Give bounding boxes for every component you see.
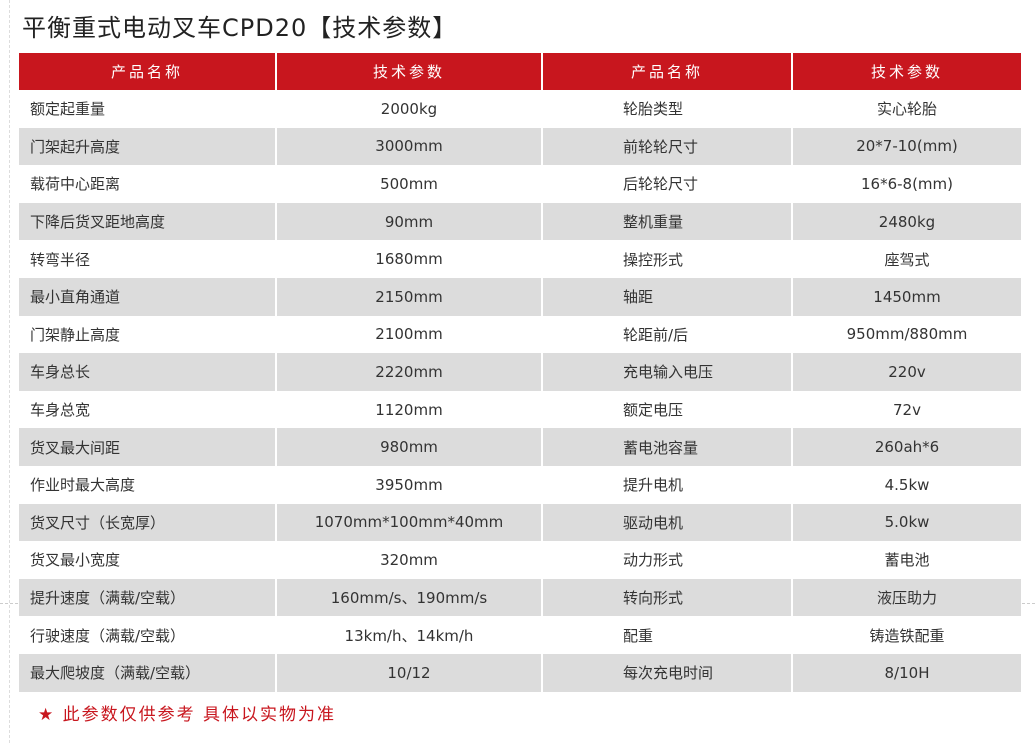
param-name: 轮距前/后 bbox=[543, 315, 793, 354]
param-value: 2220mm bbox=[277, 353, 543, 391]
param-name: 蓄电池容量 bbox=[543, 428, 793, 466]
param-name: 最大爬坡度（满载/空载） bbox=[19, 653, 277, 692]
param-name: 转向形式 bbox=[543, 578, 793, 617]
param-value: 220v bbox=[888, 362, 926, 381]
table-row: 车身总宽 1120mm 额定电压 72v bbox=[19, 390, 1021, 429]
param-name: 货叉最大间距 bbox=[19, 428, 277, 466]
param-value: 72v bbox=[893, 400, 921, 419]
param-value: 1120mm bbox=[277, 390, 543, 429]
param-value: 2100mm bbox=[277, 315, 543, 354]
param-name: 整机重量 bbox=[543, 202, 793, 241]
param-value: 蓄电池 bbox=[884, 551, 930, 570]
param-name: 轴距 bbox=[543, 277, 793, 316]
param-value: 4.5kw bbox=[884, 475, 930, 494]
param-value: 实心轮胎 bbox=[876, 100, 937, 119]
param-name: 车身总宽 bbox=[19, 390, 277, 429]
guide-line-vertical bbox=[9, 0, 10, 743]
table-body: 额定起重量 2000kg 轮胎类型 实心轮胎门架起升高度 3000mm 前轮轮尺寸 20*7… bbox=[19, 90, 1021, 692]
param-name: 额定电压 bbox=[543, 390, 793, 429]
param-name: 最小直角通道 bbox=[19, 277, 277, 316]
param-value: 8/10H bbox=[884, 663, 930, 682]
param-name: 配重 bbox=[543, 616, 793, 654]
param-name: 行驶速度（满载/空载） bbox=[19, 616, 277, 654]
param-value: 500mm bbox=[277, 165, 543, 203]
param-name: 转弯半径 bbox=[19, 240, 277, 278]
header-tech-params: 技术参数 bbox=[277, 53, 543, 90]
param-name: 每次充电时间 bbox=[543, 653, 793, 692]
param-name: 操控形式 bbox=[543, 240, 793, 278]
table-header: 产品名称 技术参数 产品名称 技术参数 bbox=[19, 53, 1021, 90]
param-value: 320mm bbox=[277, 541, 543, 579]
param-value: 液压助力 bbox=[876, 589, 937, 608]
table-row: 货叉最小宽度 320mm 动力形式 蓄电池 bbox=[19, 541, 1021, 579]
param-value: 13km/h、14km/h bbox=[277, 616, 543, 654]
param-value: 2480kg bbox=[878, 212, 936, 231]
disclaimer-note: ★ 此参数仅供参考 具体以实物为准 bbox=[38, 700, 336, 725]
param-value: 1450mm bbox=[873, 287, 941, 306]
param-name: 作业时最大高度 bbox=[19, 465, 277, 504]
header-product-name: 产品名称 bbox=[19, 53, 277, 90]
param-name: 货叉尺寸（长宽厚） bbox=[19, 503, 277, 542]
param-value: 1680mm bbox=[277, 240, 543, 278]
param-value: 16*6-8(mm) bbox=[860, 174, 953, 193]
table-row: 载荷中心距离 500mm 后轮轮尺寸 16*6-8(mm) bbox=[19, 165, 1021, 203]
param-value: 160mm/s、190mm/s bbox=[277, 578, 543, 617]
table-row: 门架静止高度 2100mm 轮距前/后 950mm/880mm bbox=[19, 315, 1021, 354]
table-row: 货叉尺寸（长宽厚） 1070mm*100mm*40mm 驱动电机 5.0kw bbox=[19, 503, 1021, 542]
param-name: 动力形式 bbox=[543, 541, 793, 579]
param-value: 座驾式 bbox=[884, 250, 930, 269]
table-row: 转弯半径 1680mm 操控形式 座驾式 bbox=[19, 240, 1021, 278]
param-name: 前轮轮尺寸 bbox=[543, 127, 793, 166]
param-value: 10/12 bbox=[277, 653, 543, 692]
header-tech-params-2: 技术参数 bbox=[870, 63, 943, 81]
param-name: 车身总长 bbox=[19, 353, 277, 391]
table-row: 车身总长 2220mm 充电输入电压 220v bbox=[19, 353, 1021, 391]
param-value: 90mm bbox=[277, 202, 543, 241]
param-name: 提升速度（满载/空载） bbox=[19, 578, 277, 617]
param-name: 轮胎类型 bbox=[543, 90, 793, 128]
param-name: 门架静止高度 bbox=[19, 315, 277, 354]
param-name: 驱动电机 bbox=[543, 503, 793, 542]
table-row: 作业时最大高度 3950mm 提升电机 4.5kw bbox=[19, 465, 1021, 504]
param-name: 载荷中心距离 bbox=[19, 165, 277, 203]
param-name: 充电输入电压 bbox=[543, 353, 793, 391]
disclaimer-text: 此参数仅供参考 具体以实物为准 bbox=[62, 705, 337, 725]
table-row: 最小直角通道 2150mm 轴距 1450mm bbox=[19, 277, 1021, 316]
param-value: 20*7-10(mm) bbox=[856, 137, 958, 156]
table-row: 额定起重量 2000kg 轮胎类型 实心轮胎 bbox=[19, 90, 1021, 128]
page-title: 平衡重式电动叉车CPD20【技术参数】 bbox=[22, 14, 458, 42]
param-name: 下降后货叉距地高度 bbox=[19, 202, 277, 241]
table-row: 门架起升高度 3000mm 前轮轮尺寸 20*7-10(mm) bbox=[19, 127, 1021, 166]
param-value: 2000kg bbox=[277, 90, 543, 128]
param-name: 门架起升高度 bbox=[19, 127, 277, 166]
param-value: 铸造铁配重 bbox=[869, 626, 945, 645]
param-name: 后轮轮尺寸 bbox=[543, 165, 793, 203]
param-value: 5.0kw bbox=[884, 513, 930, 532]
star-icon: ★ bbox=[38, 705, 56, 725]
table-row: 货叉最大间距 980mm 蓄电池容量 260ah*6 bbox=[19, 428, 1021, 466]
table-row: 行驶速度（满载/空载） 13km/h、14km/h 配重 铸造铁配重 bbox=[19, 616, 1021, 654]
param-value: 260ah*6 bbox=[874, 438, 940, 457]
param-name: 额定起重量 bbox=[19, 90, 277, 128]
param-value: 1070mm*100mm*40mm bbox=[277, 503, 543, 542]
param-value: 980mm bbox=[277, 428, 543, 466]
param-name: 货叉最小宽度 bbox=[19, 541, 277, 579]
param-value: 3000mm bbox=[277, 127, 543, 166]
table-row: 最大爬坡度（满载/空载） 10/12 每次充电时间 8/10H bbox=[19, 653, 1021, 692]
table-row: 下降后货叉距地高度 90mm 整机重量 2480kg bbox=[19, 202, 1021, 241]
table-row: 提升速度（满载/空载） 160mm/s、190mm/s 转向形式 液压助力 bbox=[19, 578, 1021, 617]
param-value: 950mm/880mm bbox=[846, 325, 968, 344]
param-value: 3950mm bbox=[277, 465, 543, 504]
param-name: 提升电机 bbox=[543, 465, 793, 504]
header-product-name-2: 产品名称 bbox=[543, 53, 793, 90]
param-value: 2150mm bbox=[277, 277, 543, 316]
spec-table: 产品名称 技术参数 产品名称 技术参数 额定起重量 2000kg 轮胎类型 实心轮胎门… bbox=[19, 53, 1021, 692]
